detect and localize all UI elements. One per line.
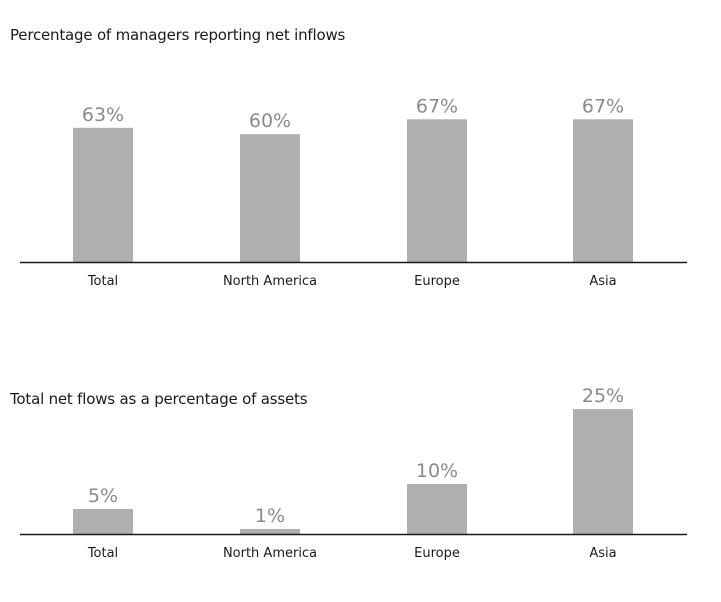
bar-asia [573, 119, 633, 262]
data-label: 63% [82, 104, 124, 126]
data-label: 67% [582, 95, 624, 117]
data-label: 10% [416, 460, 458, 482]
chart-1: 63% Total 60% North America 67% Europe 67% Asia [20, 95, 687, 289]
tick-label: Europe [414, 274, 460, 289]
chart1-title: Percentage of managers reporting net inf… [10, 26, 346, 44]
data-label: 5% [88, 485, 118, 507]
bar-asia [573, 409, 633, 534]
data-label: 1% [255, 505, 285, 527]
tick-label: Europe [414, 546, 460, 561]
bar-europe [407, 119, 467, 262]
bar-total [73, 509, 133, 534]
tick-label: North America [223, 546, 317, 561]
bar-total [73, 127, 133, 262]
bar-north-america [240, 529, 300, 534]
chart-2: 5% Total 1% North America 10% Europe 25% Asia [20, 385, 687, 561]
data-label: 60% [249, 110, 291, 132]
bar-europe [407, 484, 467, 534]
bar-north-america [240, 134, 300, 262]
data-label: 25% [582, 385, 624, 407]
tick-label: Total [87, 546, 118, 561]
tick-label: Asia [589, 546, 616, 561]
tick-label: Total [87, 274, 118, 289]
chart2-title: Total net flows as a percentage of asset… [10, 390, 308, 408]
tick-label: Asia [589, 274, 616, 289]
data-label: 67% [416, 95, 458, 117]
tick-label: North America [223, 274, 317, 289]
